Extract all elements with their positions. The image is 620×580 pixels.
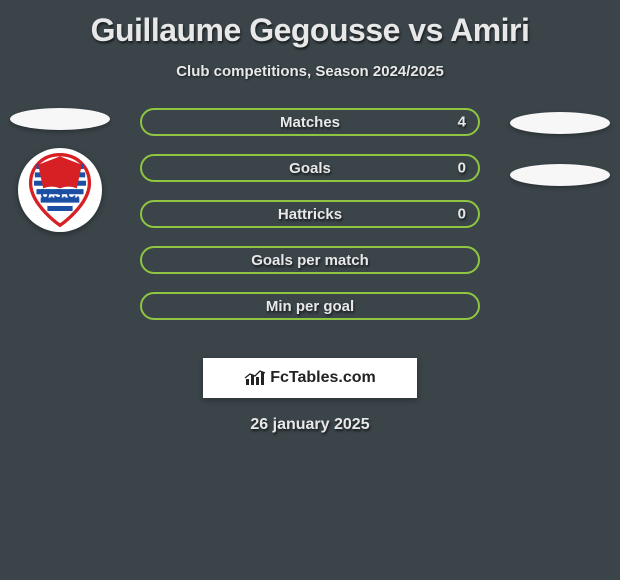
- chart-icon: [244, 369, 266, 387]
- player-left-placeholder: [10, 108, 110, 130]
- stat-label: Goals: [289, 160, 331, 177]
- stat-label: Min per goal: [266, 298, 354, 315]
- stat-value: 0: [458, 160, 466, 177]
- page-title: Guillaume Gegousse vs Amiri: [0, 0, 620, 49]
- club-badge-left: U.S.C.: [18, 148, 102, 232]
- stat-pill-hattricks: Hattricks 0: [140, 200, 480, 228]
- stat-label: Hattricks: [278, 206, 342, 223]
- brand-box: FcTables.com: [203, 358, 417, 398]
- stat-pill-matches: Matches 4: [140, 108, 480, 136]
- stat-value: 0: [458, 206, 466, 223]
- left-column: U.S.C.: [0, 108, 120, 232]
- stat-pill-goals-per-match: Goals per match: [140, 246, 480, 274]
- stat-value: 4: [458, 114, 466, 131]
- stat-pill-min-per-goal: Min per goal: [140, 292, 480, 320]
- stats-area: U.S.C. Matches 4 Goals 0 Hattricks 0 Goa…: [0, 108, 620, 348]
- club-right-placeholder: [510, 164, 610, 186]
- stat-pills: Matches 4 Goals 0 Hattricks 0 Goals per …: [140, 108, 480, 338]
- stat-label: Goals per match: [251, 252, 369, 269]
- date-line: 26 january 2025: [0, 416, 620, 434]
- subtitle: Club competitions, Season 2024/2025: [0, 63, 620, 80]
- player-right-placeholder: [510, 112, 610, 134]
- brand-text: FcTables.com: [270, 369, 376, 387]
- stat-label: Matches: [280, 114, 340, 131]
- right-column: [500, 108, 620, 186]
- club-badge-letters: U.S.C.: [40, 186, 80, 201]
- stat-pill-goals: Goals 0: [140, 154, 480, 182]
